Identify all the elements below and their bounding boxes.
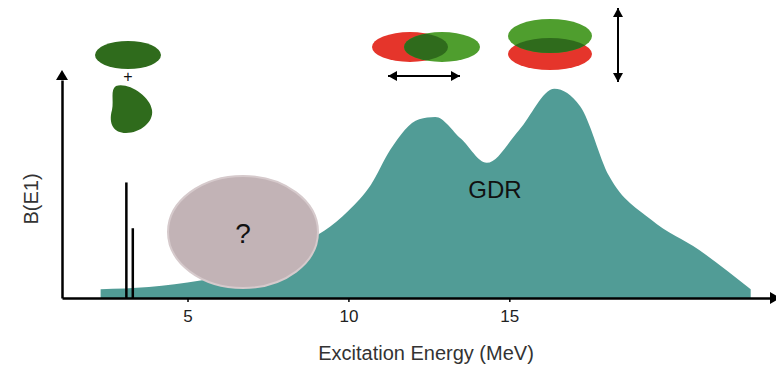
x-tick: 5 bbox=[183, 298, 192, 326]
y-axis-title: B(E1) bbox=[20, 173, 42, 224]
plus-sign: + bbox=[123, 68, 132, 85]
horizontal-arrow bbox=[388, 75, 460, 77]
horizontal-arrow-head bbox=[388, 71, 397, 81]
x-axis-arrow bbox=[770, 292, 776, 304]
horizontal-arrow-head bbox=[451, 71, 460, 81]
fluid-overlap bbox=[508, 19, 592, 53]
gdr-label: GDR bbox=[468, 176, 521, 203]
discrete-line bbox=[132, 228, 135, 298]
illustrations bbox=[95, 8, 623, 133]
vertical-arrow-head bbox=[613, 73, 623, 82]
chart: 5 10 15 Excitation Energy (MeV) B(E1) GDR? + bbox=[0, 0, 776, 368]
x-tick-label: 10 bbox=[339, 307, 358, 326]
gdr-area bbox=[101, 89, 751, 298]
discrete-line bbox=[125, 182, 128, 298]
x-tick-label: 5 bbox=[183, 307, 192, 326]
plot-area bbox=[101, 89, 751, 298]
nucleus-core bbox=[95, 41, 161, 69]
x-tick-mark bbox=[509, 298, 511, 302]
x-tick-mark bbox=[348, 298, 350, 302]
x-axis: 5 10 15 bbox=[63, 298, 771, 326]
unknown-region bbox=[168, 176, 318, 288]
x-axis-line bbox=[63, 297, 771, 300]
x-tick: 15 bbox=[500, 298, 519, 326]
x-tick: 10 bbox=[339, 298, 358, 326]
y-axis-line bbox=[61, 81, 64, 299]
fluid-overlap bbox=[404, 32, 480, 62]
vertical-arrow-head bbox=[613, 8, 623, 17]
fluid-neutron bbox=[508, 19, 592, 53]
fluid-neutron bbox=[404, 32, 480, 62]
y-axis-arrow bbox=[56, 70, 68, 80]
x-tick-mark bbox=[187, 298, 189, 302]
x-tick-label: 15 bbox=[500, 307, 519, 326]
x-axis-title: Excitation Energy (MeV) bbox=[318, 342, 534, 364]
vertical-arrow bbox=[617, 8, 619, 82]
unknown-label: ? bbox=[235, 218, 251, 249]
nucleus-cluster bbox=[111, 85, 152, 133]
y-axis bbox=[62, 81, 63, 299]
